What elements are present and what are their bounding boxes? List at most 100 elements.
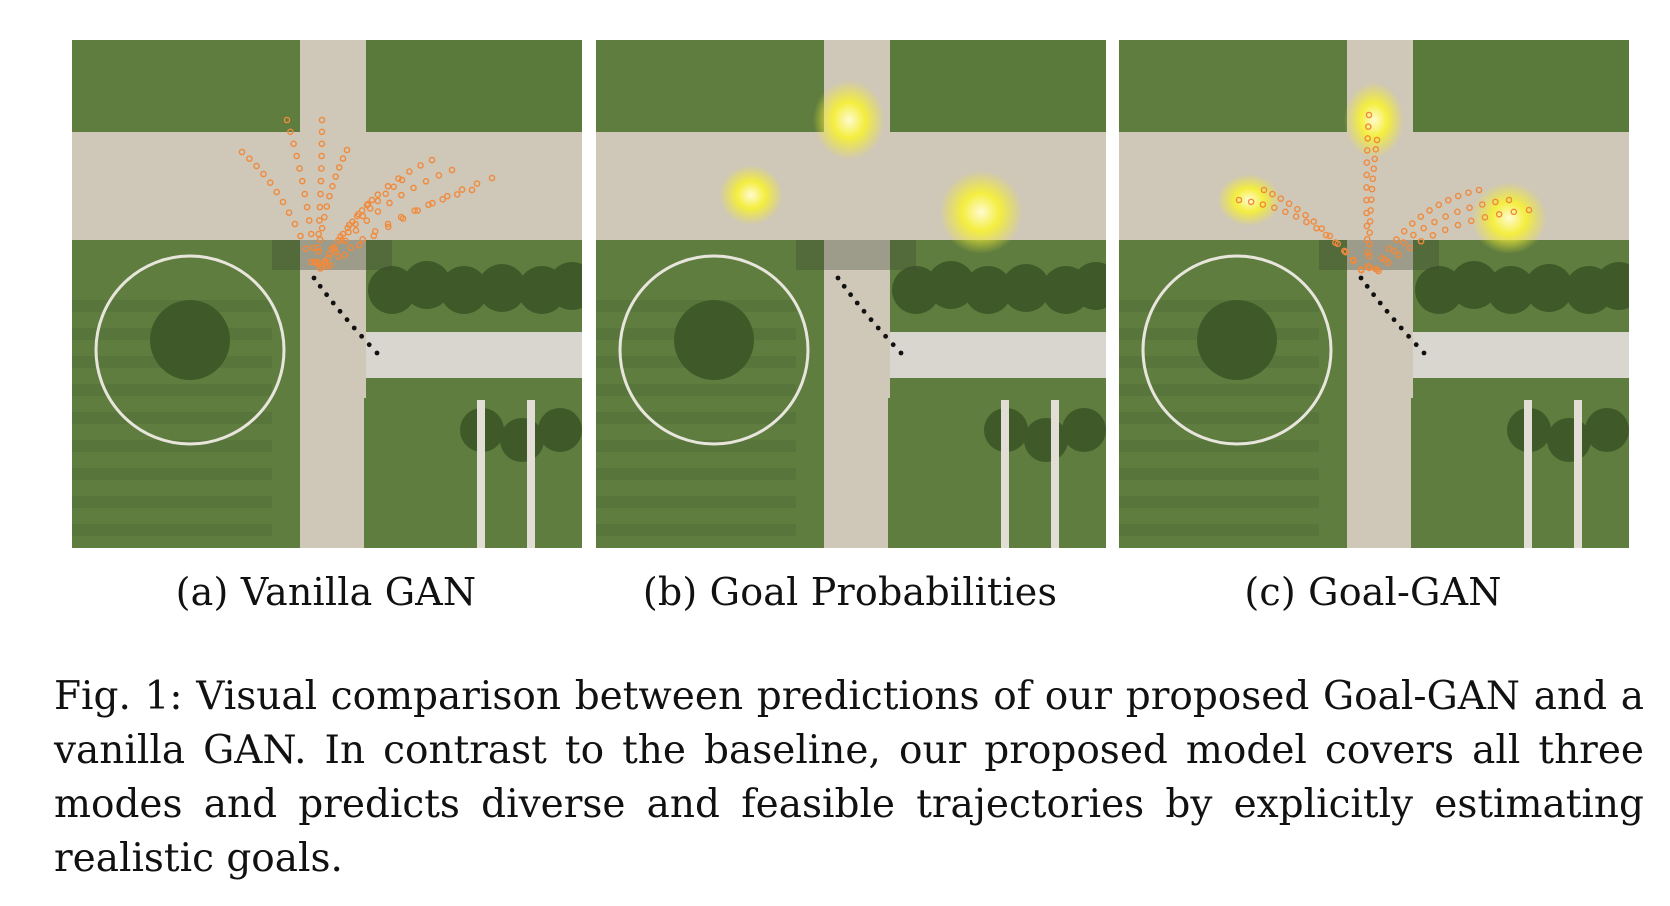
lawn-stripe <box>1119 496 1319 508</box>
lawn-top-right <box>366 40 582 132</box>
tree <box>1595 262 1629 310</box>
predicted-point <box>1431 218 1438 226</box>
predicted-point <box>349 218 356 226</box>
predicted-point <box>398 176 406 184</box>
predicted-point <box>1478 201 1486 208</box>
observed-point <box>351 325 357 331</box>
observed-point <box>868 317 874 323</box>
predicted-point <box>1369 175 1377 183</box>
observed-point <box>841 283 847 289</box>
tree <box>440 266 488 314</box>
panel-vanilla-gan <box>72 40 582 548</box>
observed-point <box>1406 333 1412 339</box>
predicted-point <box>1492 198 1499 206</box>
predicted-point <box>1302 211 1309 219</box>
predicted-point <box>1510 208 1518 216</box>
observed-point <box>1371 292 1377 298</box>
predicted-point <box>1363 147 1371 154</box>
tree <box>1487 266 1535 314</box>
lawn-stripe <box>72 468 272 480</box>
predicted-point <box>314 244 322 252</box>
predicted-point <box>316 203 324 211</box>
predicted-point <box>1393 236 1400 243</box>
predicted-point <box>291 220 299 228</box>
scene-image-a <box>72 40 582 548</box>
predicted-point <box>329 182 336 190</box>
tree <box>1585 408 1629 452</box>
observed-point <box>848 292 854 298</box>
predicted-point <box>325 254 332 262</box>
predicted-point <box>1465 189 1472 196</box>
predicted-point <box>1466 204 1473 212</box>
predicted-point <box>1417 237 1425 245</box>
observed-point <box>1413 342 1419 348</box>
predicted-point <box>266 179 274 186</box>
lawn-stripe <box>1119 524 1319 536</box>
predicted-point <box>260 170 267 178</box>
observed-point <box>861 308 867 314</box>
predicted-point <box>1292 213 1300 220</box>
predicted-point <box>1285 200 1293 207</box>
predicted-point <box>1322 231 1330 239</box>
circular-path <box>1141 254 1333 446</box>
predicted-point <box>279 198 287 206</box>
predicted-point <box>1366 229 1374 236</box>
predicted-point <box>1410 231 1417 239</box>
paved-steps <box>890 332 1106 378</box>
predicted-point <box>1454 221 1462 229</box>
lawn-stripe <box>596 384 796 396</box>
predicted-point <box>1350 257 1357 265</box>
predicted-point <box>1364 123 1372 130</box>
tree <box>1547 418 1591 462</box>
subcaption-a: (a) Vanilla GAN <box>175 570 477 614</box>
figure-caption: Fig. 1: Visual comparison between predic… <box>54 674 1644 881</box>
predicted-point <box>296 165 303 172</box>
predicted-point <box>398 191 405 199</box>
predicted-point <box>358 207 366 214</box>
predicted-point <box>321 257 329 265</box>
predicted-point <box>317 177 325 185</box>
observed-point <box>311 275 317 281</box>
lawn-lower <box>364 398 474 548</box>
lawn-stripe <box>596 468 796 480</box>
predicted-point <box>330 243 338 251</box>
predicted-point <box>352 227 360 234</box>
predicted-point <box>298 177 306 185</box>
observed-point <box>324 292 330 298</box>
predicted-point <box>283 116 291 124</box>
predicted-point <box>374 191 382 199</box>
observed-point <box>344 317 350 323</box>
predicted-point <box>343 146 351 154</box>
lawn-stripe <box>72 412 272 424</box>
predicted-point <box>428 156 436 164</box>
central-tree <box>1197 300 1277 380</box>
predicted-point <box>429 199 436 207</box>
predicted-point <box>370 232 378 240</box>
observed-point <box>1398 325 1404 331</box>
predicted-point <box>253 162 260 170</box>
predicted-point <box>1342 248 1349 256</box>
predicted-point <box>303 203 311 211</box>
predicted-point <box>1400 239 1407 246</box>
predicted-point <box>339 230 347 238</box>
observed-point <box>1391 317 1397 323</box>
predicted-point <box>1442 213 1449 220</box>
tree <box>1415 266 1463 314</box>
walkway-vertical <box>300 40 366 548</box>
predicted-point <box>1409 220 1416 227</box>
predicted-point <box>332 173 339 180</box>
predicted-point <box>1259 201 1267 208</box>
predicted-point <box>1370 165 1378 173</box>
predicted-point <box>453 191 461 198</box>
lawn-stripe <box>596 440 796 452</box>
goal-heat-blob <box>1471 182 1547 254</box>
predicted-point <box>326 192 333 200</box>
observed-point <box>1377 300 1383 306</box>
predicted-point <box>317 190 324 198</box>
lawn-stripe <box>596 412 796 424</box>
tree <box>1002 264 1050 312</box>
observed-point <box>337 308 343 314</box>
predicted-point <box>355 241 363 249</box>
lawn-top-right <box>890 40 1106 132</box>
predicted-point <box>1444 196 1452 204</box>
